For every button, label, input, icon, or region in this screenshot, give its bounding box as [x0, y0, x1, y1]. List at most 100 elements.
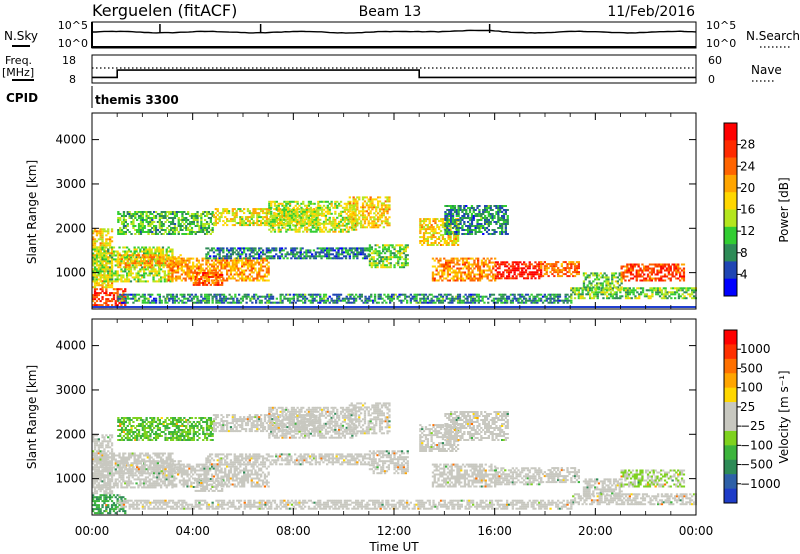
echo-cell [330, 222, 333, 225]
echo-cell [265, 222, 268, 225]
echo-cell [250, 216, 253, 219]
echo-cell [444, 217, 447, 219]
echo-cell [292, 212, 295, 215]
echo-cell [307, 214, 311, 217]
echo-cell [628, 279, 631, 282]
echo-cell [607, 284, 610, 287]
echo-cell [329, 253, 333, 256]
echo-cell [296, 214, 299, 217]
echo-cell [101, 286, 104, 289]
echo-cell [504, 269, 507, 272]
echo-cell [145, 211, 148, 213]
echo-cell [194, 215, 197, 217]
echo-cell [506, 265, 509, 268]
echo-cell [663, 263, 667, 266]
echo-cell [154, 229, 158, 231]
echo-cell [304, 226, 307, 229]
echo-cell [105, 300, 108, 303]
echo-cell [160, 254, 163, 257]
echo-cell [534, 277, 537, 280]
echo-cell [477, 261, 480, 264]
echo-cell [173, 213, 177, 215]
echo-cell [465, 209, 468, 211]
echo-cell [309, 214, 312, 217]
echo-cell [294, 226, 297, 229]
echo-cell [640, 287, 643, 290]
echo-cell [260, 269, 263, 272]
echo-cell [452, 271, 455, 274]
echo-cell [252, 224, 255, 227]
echo-cell [224, 216, 227, 219]
echo-cell [195, 273, 199, 276]
echo-cell [309, 206, 312, 209]
echo-cell [132, 297, 135, 300]
echo-cell [105, 270, 108, 273]
echo-cell [345, 204, 348, 207]
echo-cell [97, 250, 100, 253]
echo-cell [292, 210, 295, 213]
echo-cell [446, 261, 450, 264]
echo-cell [250, 222, 253, 225]
echo-cell [355, 228, 358, 231]
echo-cell [562, 269, 565, 272]
echo-cell [545, 273, 548, 276]
echo-cell [467, 213, 470, 215]
echo-cell [424, 224, 428, 227]
echo-cell [145, 217, 148, 219]
echo-cell [360, 226, 363, 229]
echo-cell [620, 286, 623, 289]
echo-cell [645, 269, 648, 272]
echo-cell [622, 271, 625, 274]
echo-cell [263, 208, 267, 211]
echo-cell [141, 231, 144, 233]
echo-cell [221, 280, 224, 282]
echo-cell [222, 210, 225, 213]
echo-cell [307, 202, 311, 205]
echo-cell [495, 231, 498, 233]
echo-cell [499, 205, 502, 207]
echo-cell [122, 233, 126, 235]
echo-cell [450, 271, 453, 274]
echo-cell [614, 272, 618, 275]
echo-cell [501, 233, 504, 235]
echo-cell [666, 297, 669, 300]
echo-cell [214, 212, 217, 215]
echo-cell [286, 218, 289, 221]
echo-cell [298, 222, 301, 225]
echo-cell [594, 291, 597, 294]
echo-cell [506, 219, 509, 221]
echo-cell [490, 269, 493, 272]
echo-cell [384, 222, 387, 225]
echo-cell [587, 291, 590, 294]
echo-cell [609, 282, 612, 285]
echo-cell [277, 210, 280, 213]
echo-cell [148, 250, 151, 253]
echo-cell [691, 289, 694, 292]
echo-cell [497, 209, 500, 211]
echo-cell [277, 255, 280, 258]
echo-cell [244, 277, 248, 280]
echo-cell [220, 267, 223, 270]
noise-panel: N.Sky 10^5 10^0 10^5 10^0 N.Search [4, 19, 800, 50]
echo-cell [95, 274, 99, 277]
echo-cell [195, 279, 199, 282]
echo-cell [122, 260, 126, 263]
echo-cell [114, 254, 117, 257]
echo-cell [459, 207, 462, 209]
echo-cell [444, 225, 447, 227]
echo-cell [312, 249, 316, 252]
echo-cell [160, 225, 163, 227]
echo-cell [241, 253, 244, 256]
echo-cell [307, 204, 311, 207]
echo-cell [131, 264, 134, 267]
echo-cell [141, 276, 144, 279]
echo-cell [97, 294, 100, 297]
echo-cell [393, 254, 396, 257]
echo-cell [469, 273, 472, 276]
echo-cell [261, 210, 265, 213]
echo-cell [156, 233, 160, 235]
echo-cell [380, 216, 384, 219]
echo-cell [685, 297, 688, 300]
echo-cell [496, 277, 499, 280]
echo-cell [453, 236, 456, 239]
